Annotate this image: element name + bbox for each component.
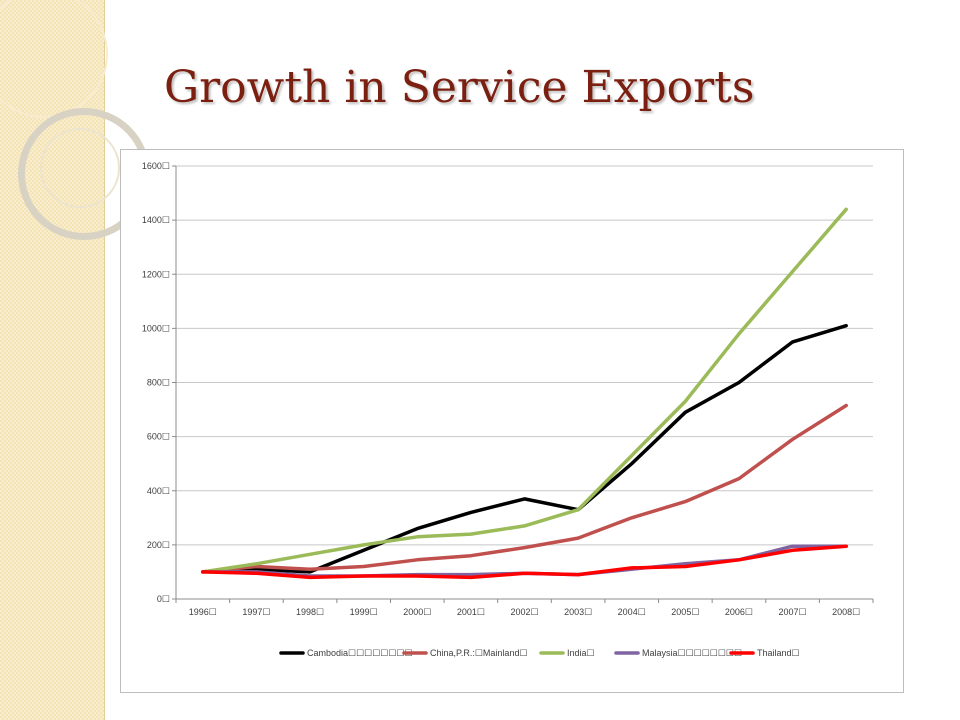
series-line [201, 323, 848, 574]
series-line [201, 207, 848, 574]
chart-frame: 0☐ 200☐ 400☐ 600☐ 800☐ 1000☐ 1200☐ 1400☐ 1600☐ 1… [120, 149, 904, 693]
line-chart: 0☐ 200☐ 400☐ 600☐ 800☐ 1000☐ 1200☐ 1400☐ 1600☐ 1… [142, 161, 874, 658]
decorative-ring [0, 0, 108, 118]
slide-title: Growth in Service Exports [164, 62, 755, 113]
decorative-side-strip [0, 0, 150, 720]
x-tick-label: 2004☐ [618, 607, 646, 617]
decorative-ring [40, 128, 120, 208]
series-line [201, 403, 848, 574]
legend-label: Thailand☐ [757, 648, 800, 658]
x-tick-label: 2000☐ [403, 607, 431, 617]
x-tick-label: 2006☐ [725, 607, 753, 617]
x-axis-tick-labels: 1996☐ 1997☐ 1998☐ 1999☐ 2000☐ 2001☐ 2002☐ 2003☐… [189, 607, 860, 617]
y-tick-label: 200☐ [147, 540, 170, 550]
legend-label: India☐ [567, 648, 595, 658]
y-tick-label: 0☐ [157, 594, 170, 604]
x-tick-label: 1999☐ [350, 607, 378, 617]
axes [172, 165, 874, 603]
x-tick-label: 2001☐ [457, 607, 485, 617]
x-tick-label: 1998☐ [296, 607, 324, 617]
y-axis-tick-labels: 0☐ 200☐ 400☐ 600☐ 800☐ 1000☐ 1200☐ 1400☐ 1600☐ [142, 161, 170, 604]
x-tick-label: 2007☐ [779, 607, 807, 617]
y-tick-label: 1200☐ [142, 269, 170, 279]
y-tick-label: 800☐ [147, 378, 170, 388]
series-line [201, 544, 848, 580]
x-tick-label: 1997☐ [242, 607, 270, 617]
y-tick-label: 1600☐ [142, 161, 170, 171]
x-tick-label: 2005☐ [671, 607, 699, 617]
y-tick-label: 1000☐ [142, 323, 170, 333]
y-tick-label: 1400☐ [142, 215, 170, 225]
series-lines [201, 207, 848, 580]
legend: Cambodia☐☐☐☐☐☐☐☐ China,P.R.:☐Mainland☐ Ind… [279, 648, 800, 658]
legend-label: Malaysia☐☐☐☐☐☐☐☐ [642, 648, 742, 658]
legend-label: Cambodia☐☐☐☐☐☐☐☐ [307, 648, 413, 658]
x-tick-label: 2002☐ [510, 607, 538, 617]
x-tick-label: 1996☐ [189, 607, 217, 617]
legend-label: China,P.R.:☐Mainland☐ [430, 648, 528, 658]
y-tick-label: 600☐ [147, 432, 170, 442]
gridlines [176, 165, 873, 546]
y-tick-label: 400☐ [147, 486, 170, 496]
x-tick-label: 2008☐ [832, 607, 860, 617]
x-tick-label: 2003☐ [564, 607, 592, 617]
